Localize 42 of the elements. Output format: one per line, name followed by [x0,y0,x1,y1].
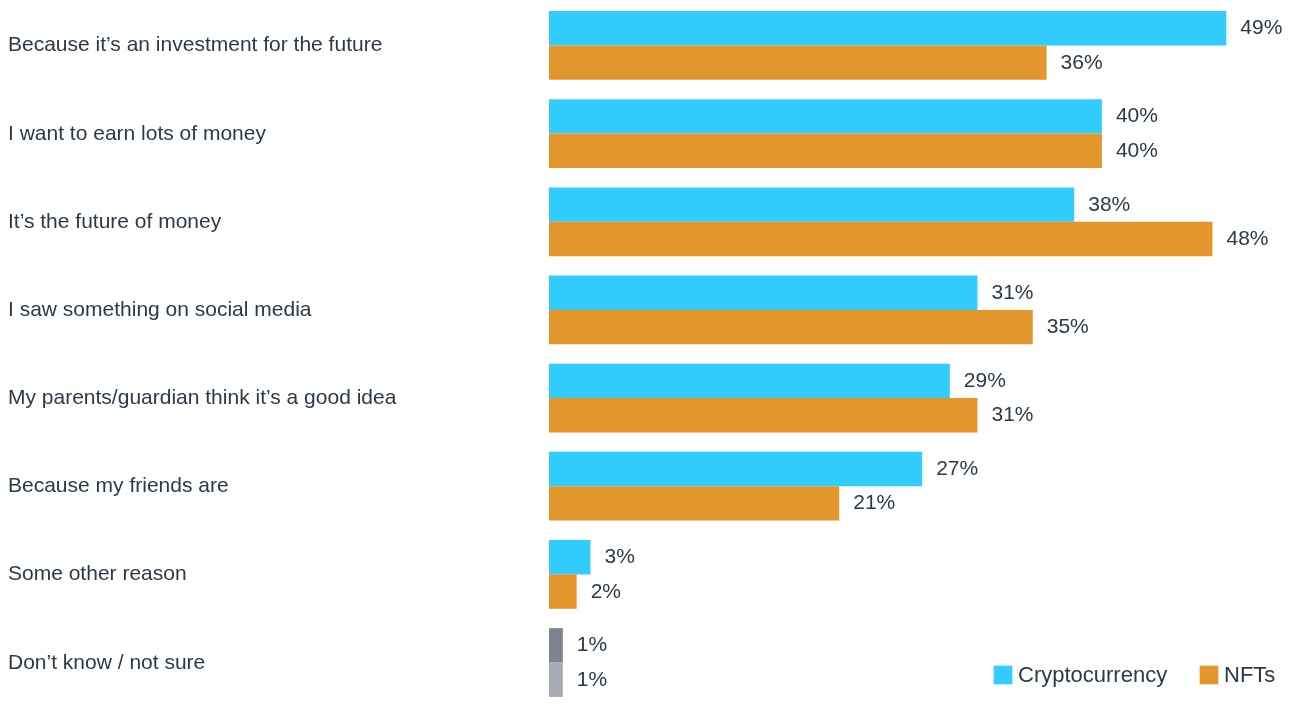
data-label: 38% [1088,191,1131,215]
data-label: 35% [1046,314,1089,338]
data-label: 36% [1060,49,1103,73]
y-tick-label: I want to earn lots of money [8,120,267,144]
data-label: 2% [590,578,621,602]
bar [549,486,840,521]
data-label: 1% [576,632,608,656]
bar [549,451,923,487]
data-label: 21% [853,490,896,514]
legend-label: Cryptocurrency [1018,662,1168,687]
bar [549,45,1047,80]
bar [549,221,1213,257]
y-tick-label: I saw something on social media [8,296,312,320]
bar [549,275,978,310]
bar [549,309,1033,345]
data-label: 49% [1240,15,1283,39]
data-label: 48% [1226,225,1269,249]
bar [549,398,978,433]
bar [549,662,563,697]
bar [549,187,1075,222]
bar [549,540,591,575]
y-tick-label: Because it’s an investment for the future [8,32,383,56]
data-label: 40% [1115,137,1158,161]
bar [549,133,1102,168]
bar [549,363,950,399]
data-label: 1% [576,666,608,690]
legend-label: NFTs [1224,662,1276,687]
data-label: 29% [963,367,1006,391]
bar [549,11,1227,46]
bar [549,628,563,663]
data-label: 31% [991,279,1034,303]
y-tick-label: Some other reason [8,561,187,585]
bar [549,99,1102,134]
data-label: 27% [936,456,979,480]
y-tick-label: Don’t know / not sure [8,649,206,673]
data-label: 3% [604,544,635,568]
y-tick-label: Because my friends are [8,473,229,497]
data-label: 40% [1115,103,1158,127]
bar [549,574,577,609]
data-label: 31% [991,402,1034,426]
y-tick-label: My parents/guardian think it’s a good idea [8,385,397,409]
y-tick-label: It’s the future of money [8,208,222,232]
